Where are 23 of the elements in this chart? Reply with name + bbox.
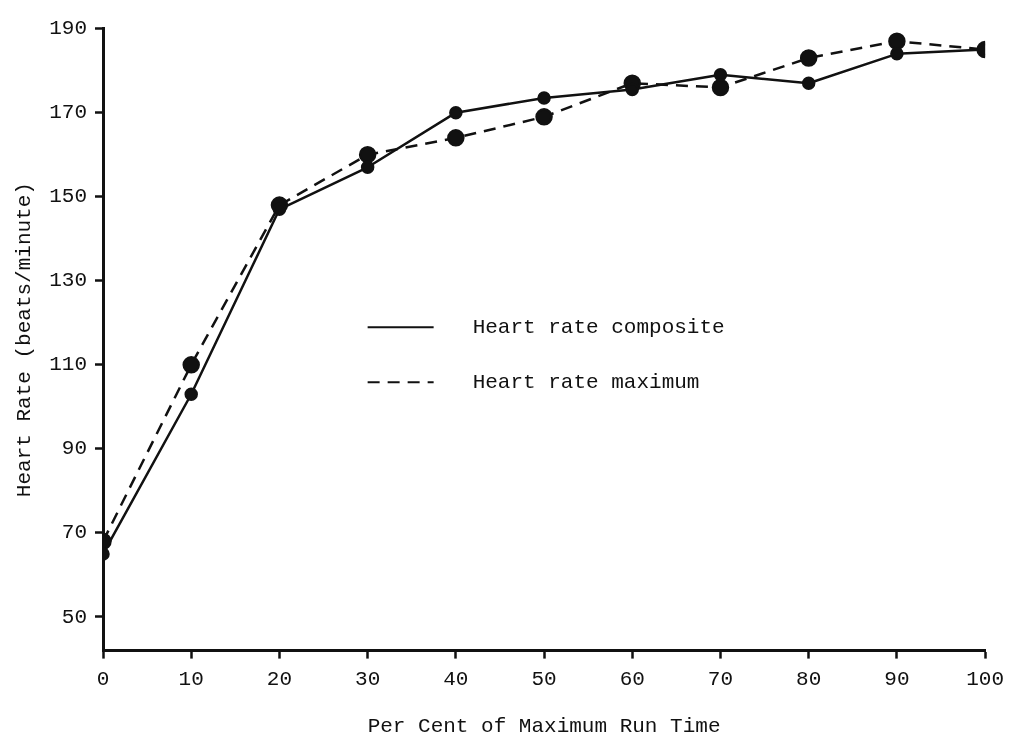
x-axis-title: Per Cent of Maximum Run Time	[367, 714, 721, 738]
x-tick-label: 60	[619, 667, 645, 691]
legend-label: Heart rate maximum	[472, 370, 700, 394]
y-tick-label: 90	[61, 437, 88, 461]
y-axis-title: Heart Rate (beats/minute)	[13, 182, 37, 498]
y-tick-label: 170	[49, 101, 88, 125]
x-tick-label: 80	[796, 667, 822, 691]
y-tick-label: 50	[61, 605, 88, 629]
x-tick-label: 0	[96, 667, 110, 691]
x-tick-label: 100	[966, 667, 1004, 691]
y-tick-label: 130	[49, 269, 88, 293]
y-tick-label: 150	[49, 185, 88, 209]
y-tick-label: 110	[49, 353, 88, 377]
x-tick-label: 30	[355, 667, 381, 691]
y-tick-label: 70	[61, 521, 88, 545]
legend-label: Heart rate composite	[472, 315, 725, 339]
x-tick-label: 10	[178, 667, 204, 691]
x-tick-label: 90	[884, 667, 910, 691]
x-tick-label: 20	[266, 667, 293, 691]
x-tick-label: 40	[443, 667, 469, 691]
x-tick-label: 50	[531, 667, 557, 691]
y-tick-label: 190	[49, 17, 88, 41]
x-tick-label: 70	[707, 667, 734, 691]
